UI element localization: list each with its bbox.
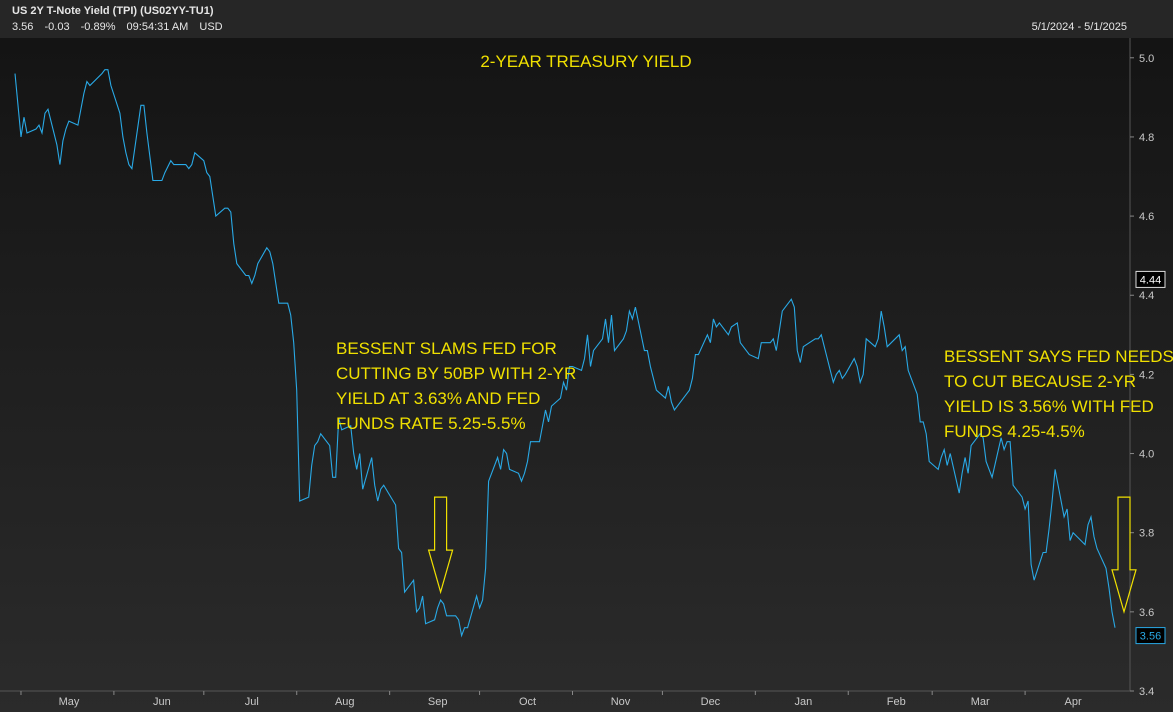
quote-time: 09:54:31 AM <box>126 21 189 33</box>
x-tick-label: Apr <box>1065 696 1082 708</box>
y-tick-label: 5.0 <box>1139 53 1154 65</box>
y-tick-label: 3.4 <box>1139 686 1154 698</box>
y-tick-label: 4.8 <box>1139 132 1154 144</box>
last-value-badge-text: 3.56 <box>1140 631 1161 643</box>
net-change: -0.03 <box>44 21 70 33</box>
x-tick-label: Dec <box>701 696 721 708</box>
last-value-badge-box <box>1135 627 1166 645</box>
y-tick-label: 3.8 <box>1139 528 1154 540</box>
date-range: 5/1/2024 - 5/1/2025 <box>1031 21 1127 33</box>
x-tick-label: Jul <box>245 696 259 708</box>
instrument-title: US 2Y T-Note Yield (TPI) (US02YY-TU1) <box>12 5 214 17</box>
annotation-text-line: FUNDS RATE 5.25-5.5% <box>336 414 526 433</box>
y-tick-label: 3.6 <box>1139 607 1154 619</box>
last-price: 3.56 <box>12 21 34 33</box>
down-arrow-icon <box>1111 496 1137 614</box>
yield-chart[interactable]: 3.4 3.6 3.8 4.0 4.2 4.4 4.6 4.8 5.0 May Jun Jul Aug… <box>0 38 1173 712</box>
x-tick-label: Jun <box>153 696 171 708</box>
x-tick-label: May <box>59 696 80 708</box>
x-tick-label: Jan <box>794 696 812 708</box>
x-axis-ticks: May Jun Jul Aug Sep Oct Nov Dec Jan Feb Mar Apr <box>20 691 1082 708</box>
crosshair-badge: 4.44 <box>1135 270 1166 288</box>
y-tick-label: 4.0 <box>1139 449 1154 461</box>
x-tick-label: Sep <box>428 696 448 708</box>
annotation-text-line: TO CUT BECAUSE 2-YR <box>944 372 1136 391</box>
y-tick-label: 4.2 <box>1139 369 1154 381</box>
chart-title: 2-YEAR TREASURY YIELD <box>480 52 691 71</box>
quote-line: 3.56 -0.03 -0.89% 09:54:31 AM USD <box>12 21 231 33</box>
x-tick-label: Nov <box>611 696 631 708</box>
x-tick-label: Oct <box>519 696 536 708</box>
down-arrow-icon <box>427 496 454 595</box>
annotation-text-line: BESSENT SLAMS FED FOR <box>336 339 557 358</box>
plot-background <box>0 38 1173 712</box>
y-tick-label: 4.6 <box>1139 211 1154 223</box>
annotation-text-line: FUNDS 4.25-4.5% <box>944 422 1085 441</box>
crosshair-badge-text: 4.44 <box>1140 274 1161 286</box>
x-tick-label: Aug <box>335 696 355 708</box>
currency: USD <box>199 21 223 33</box>
crosshair-badge-box <box>1135 270 1166 288</box>
annotations: BESSENT SLAMS FED FOR CUTTING BY 50BP WIT… <box>336 339 1173 614</box>
y-axis-ticks: 3.4 3.6 3.8 4.0 4.2 4.4 4.6 4.8 5.0 <box>1130 53 1154 698</box>
annotation-text-line: BESSENT SAYS FED NEEDS <box>944 347 1173 366</box>
annotation-text-line: CUTTING BY 50BP WITH 2-YR <box>336 364 576 383</box>
value-badges: 4.44 3.56 <box>1135 270 1166 645</box>
annotation-text-line: YIELD AT 3.63% AND FED <box>336 389 540 408</box>
percent-change: -0.89% <box>80 21 116 33</box>
last-value-badge: 3.56 <box>1135 627 1166 645</box>
x-tick-label: Feb <box>887 696 906 708</box>
y-tick-label: 4.4 <box>1139 290 1154 302</box>
series-line-2y-yield <box>14 69 1116 638</box>
annotation-text-line: YIELD IS 3.56% WITH FED <box>944 397 1154 416</box>
chart-header: US 2Y T-Note Yield (TPI) (US02YY-TU1) 3.… <box>0 0 1173 38</box>
x-tick-label: Mar <box>971 696 990 708</box>
